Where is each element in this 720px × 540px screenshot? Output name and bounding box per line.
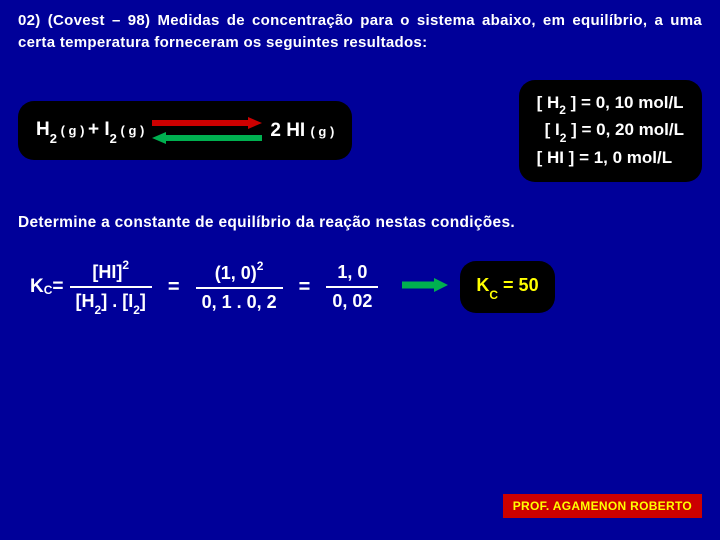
final-result-box: KC = 50 (460, 261, 554, 313)
right-arrow-icon (402, 278, 448, 292)
product-hi-gas: ( g ) (310, 124, 334, 139)
plus: + (88, 119, 104, 140)
fraction-formula: [HI]2 [H2] . [I2] (70, 260, 152, 315)
equals-1: = (168, 276, 180, 299)
fraction-result: 1, 0 0, 02 (326, 262, 378, 312)
reaction-row: H2 ( g ) + I2 ( g ) 2 HI ( g ) [ H2 ] = … (0, 62, 720, 192)
forward-arrow-icon (152, 117, 262, 129)
conc-hi: [ HI ] = 1, 0 mol/L (537, 145, 684, 171)
reactant-i2: I (104, 119, 109, 140)
equilibrium-arrows (152, 117, 262, 144)
determine-text: Determine a constante de equilíbrio da r… (0, 192, 720, 242)
conc-i2: [ I2 ] = 0, 20 mol/L (537, 117, 684, 145)
reactant-h2-gas: ( g ) (57, 123, 88, 138)
kc-label: KC = (30, 276, 64, 298)
result-arrow (402, 276, 448, 298)
reactant-h2: H (36, 119, 50, 140)
fraction-values: (1, 0)2 0, 1 . 0, 2 (196, 261, 283, 313)
calculation-row: KC = [HI]2 [H2] . [I2] = (1, 0)2 0, 1 . … (0, 242, 720, 325)
reactant-i2-gas: ( g ) (117, 123, 144, 138)
concentration-box: [ H2 ] = 0, 10 mol/L [ I2 ] = 0, 20 mol/… (519, 80, 702, 182)
reverse-arrow-icon (152, 132, 262, 144)
product-hi: 2 HI (270, 120, 310, 141)
reactant-i2-sub: 2 (110, 131, 117, 146)
conc-h2: [ H2 ] = 0, 10 mol/L (537, 90, 684, 118)
footer-credit: PROF. AGAMENON ROBERTO (503, 494, 702, 518)
equals-2: = (299, 276, 311, 299)
reactant-h2-sub: 2 (50, 131, 57, 146)
reaction-box: H2 ( g ) + I2 ( g ) 2 HI ( g ) (18, 101, 352, 160)
question-text: 02) (Covest – 98) Medidas de concentraçã… (0, 0, 720, 62)
